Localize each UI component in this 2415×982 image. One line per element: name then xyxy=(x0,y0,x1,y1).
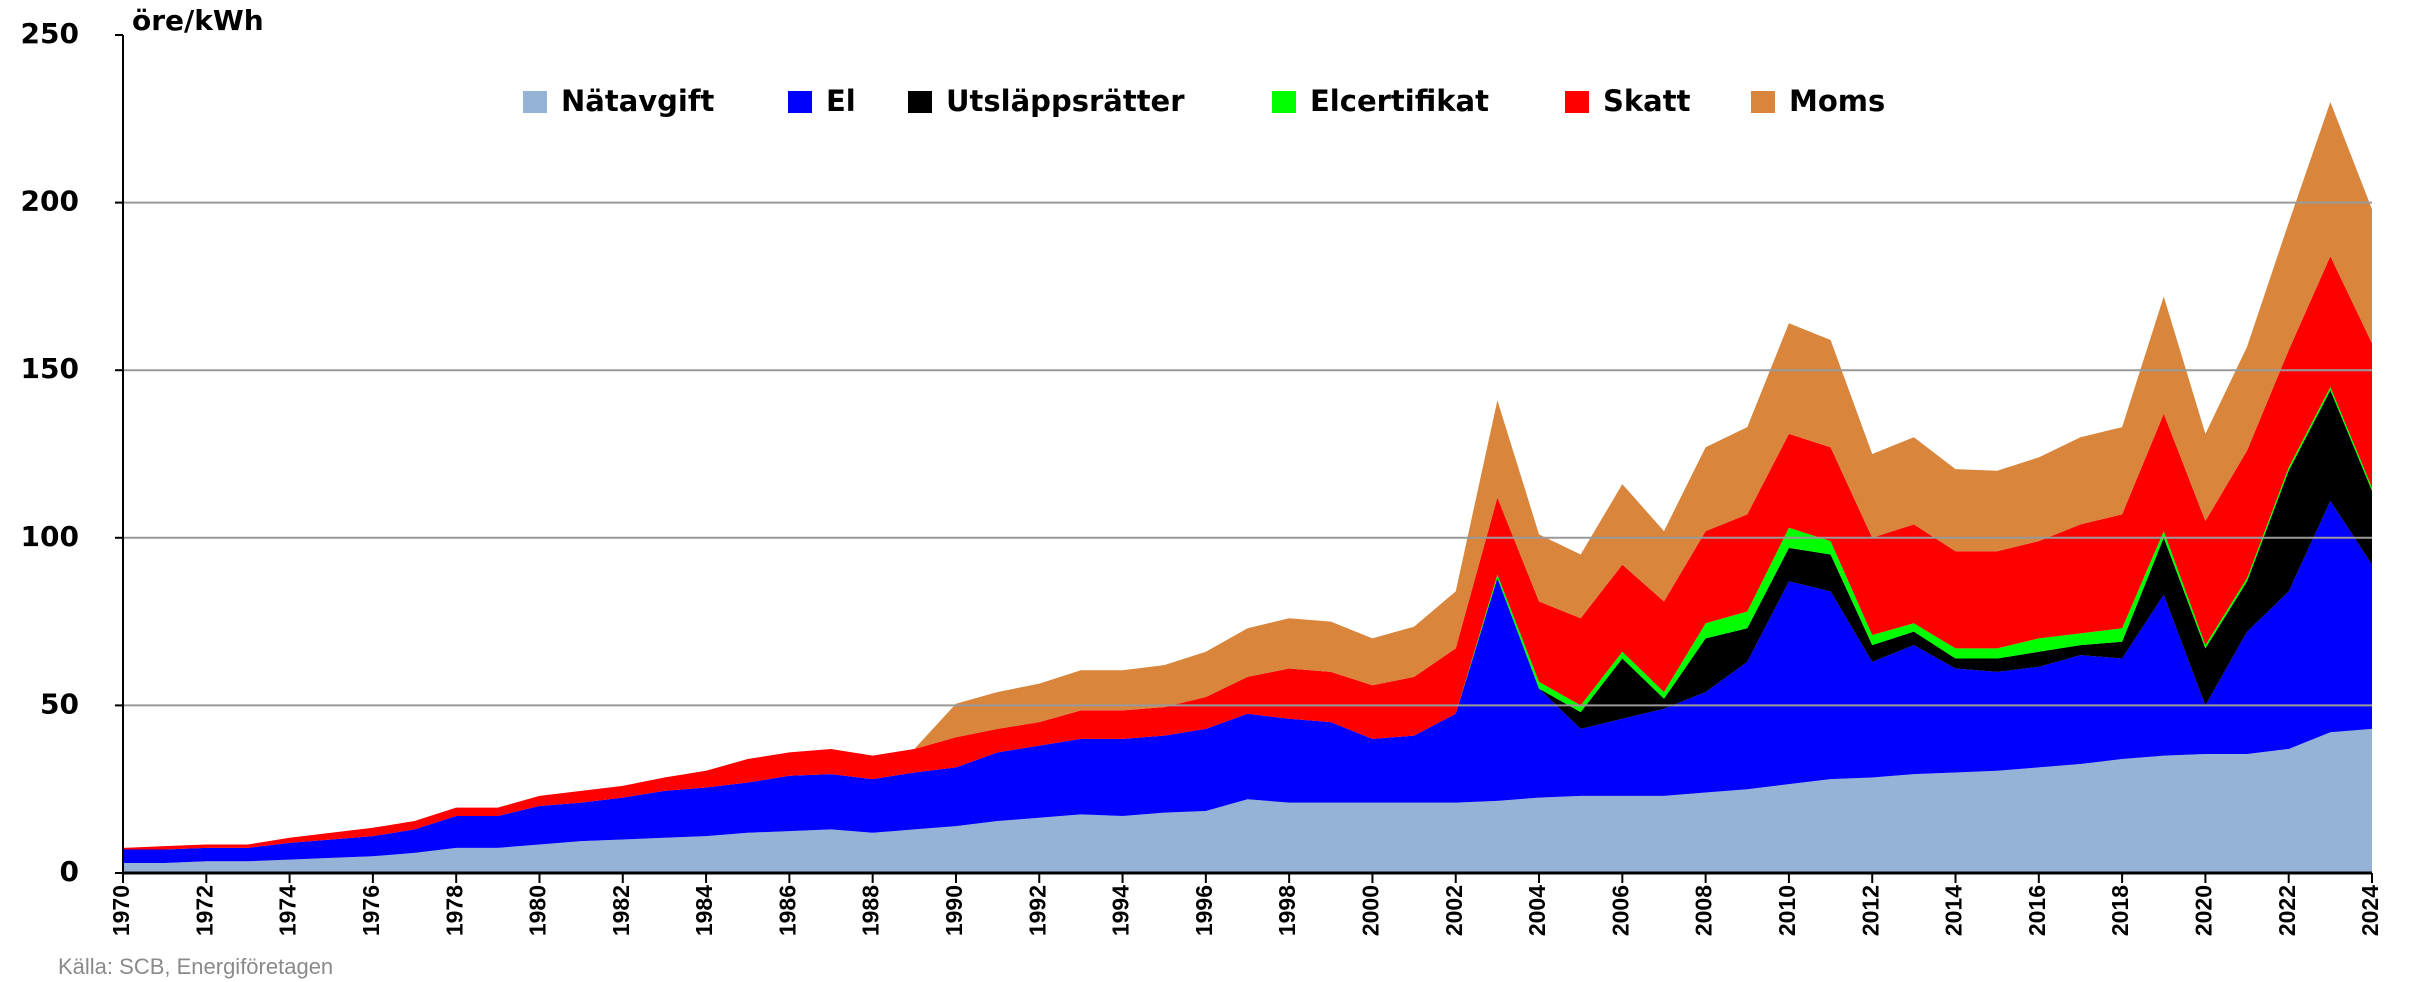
x-tick-label: 1982 xyxy=(608,885,634,936)
y-tick-label: 50 xyxy=(40,687,79,720)
x-tick-label: 2010 xyxy=(1774,885,1800,936)
x-tick-label: 2008 xyxy=(1691,885,1717,936)
x-tick-label: 1976 xyxy=(358,885,384,936)
legend-swatch xyxy=(523,91,547,113)
legend-label: Nätavgift xyxy=(561,84,714,118)
x-tick-label: 2000 xyxy=(1358,885,1384,936)
x-tick-label: 2014 xyxy=(1941,885,1967,936)
y-tick-label: 0 xyxy=(60,855,79,888)
x-tick-label: 1972 xyxy=(191,885,217,936)
x-tick-label: 1996 xyxy=(1191,885,1217,936)
x-tick-label: 2004 xyxy=(1524,885,1550,936)
x-tick-label: 1984 xyxy=(691,885,717,936)
x-tick-label: 1992 xyxy=(1024,885,1050,936)
y-tick-label: 250 xyxy=(21,17,79,50)
x-tick-label: 1974 xyxy=(275,885,301,936)
x-tick-label: 2012 xyxy=(1857,885,1883,936)
y-axis-label: öre/kWh xyxy=(132,4,264,37)
area xyxy=(123,500,2372,863)
area xyxy=(123,256,2372,850)
area xyxy=(123,102,2372,848)
x-tick-label: 2018 xyxy=(2107,885,2133,936)
legend-swatch xyxy=(1751,91,1775,113)
x-tick-label: 2022 xyxy=(2274,885,2300,936)
x-tick-label: 1980 xyxy=(525,885,551,936)
legend-label: Utsläppsrätter xyxy=(946,84,1185,118)
x-tick-label: 2006 xyxy=(1607,885,1633,936)
legend-swatch xyxy=(1272,91,1296,113)
source-note: Källa: SCB, Energiföretagen xyxy=(58,954,333,979)
y-tick-label: 200 xyxy=(21,185,79,218)
x-tick-label: 2024 xyxy=(2357,885,2383,936)
x-tick-label: 1970 xyxy=(108,885,134,936)
x-tick-label: 2020 xyxy=(2190,885,2216,936)
legend-label: Moms xyxy=(1789,84,1885,118)
legend-label: Skatt xyxy=(1603,84,1691,118)
x-tick-label: 1978 xyxy=(441,885,467,936)
legend-label: El xyxy=(826,84,856,118)
legend-swatch xyxy=(1565,91,1589,113)
x-tick-label: 1990 xyxy=(941,885,967,936)
x-tick-label: 2002 xyxy=(1441,885,1467,936)
x-tick-label: 1986 xyxy=(774,885,800,936)
y-tick-label: 150 xyxy=(21,352,79,385)
legend-swatch xyxy=(908,91,932,113)
x-tick-label: 1988 xyxy=(858,885,884,936)
x-tick-label: 1998 xyxy=(1274,885,1300,936)
x-tick-label: 1994 xyxy=(1108,885,1134,936)
legend-swatch xyxy=(788,91,812,113)
x-tick-label: 2016 xyxy=(2024,885,2050,936)
legend-label: Elcertifikat xyxy=(1310,84,1489,118)
y-tick-label: 100 xyxy=(21,520,79,553)
